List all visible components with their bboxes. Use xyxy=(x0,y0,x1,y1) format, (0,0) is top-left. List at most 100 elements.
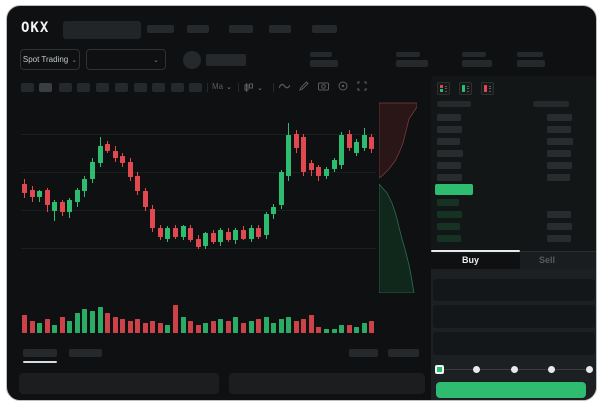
candle xyxy=(324,168,329,176)
slider-stop[interactable] xyxy=(510,366,518,373)
ask-amount xyxy=(547,174,570,181)
candle xyxy=(165,228,170,239)
chevron-down-icon: ⌄ xyxy=(226,83,232,91)
candle xyxy=(316,166,321,176)
draw-icon[interactable] xyxy=(299,81,309,91)
slider-stop[interactable] xyxy=(548,366,555,373)
chevron-down-icon: ⌄ xyxy=(153,57,159,64)
chevron-down-icon: ⌄ xyxy=(71,56,78,64)
gridline xyxy=(21,172,376,173)
ask-price[interactable] xyxy=(437,114,461,121)
volume-bar xyxy=(75,313,80,333)
ask-price[interactable] xyxy=(437,162,461,169)
candlestick-chart[interactable] xyxy=(21,101,376,296)
volume-bar xyxy=(354,327,359,333)
orderbook-header-amount xyxy=(533,101,569,107)
timeframe-button[interactable] xyxy=(21,83,34,92)
bottom-action[interactable] xyxy=(388,349,419,357)
market-type-dropdown[interactable]: Spot Trading ⌄ xyxy=(20,49,80,70)
candle xyxy=(369,137,374,150)
candle xyxy=(188,228,193,241)
camera-icon[interactable] xyxy=(318,81,329,91)
fullscreen-icon[interactable] xyxy=(357,81,367,91)
nav-item-right[interactable] xyxy=(312,25,337,33)
bid-price[interactable] xyxy=(437,199,459,206)
timeframe-button[interactable] xyxy=(134,83,147,92)
bid-amount xyxy=(547,223,572,230)
volume-bar xyxy=(264,317,269,333)
ask-price[interactable] xyxy=(437,138,460,145)
timeframe-button[interactable] xyxy=(59,83,72,92)
timeframe-button[interactable] xyxy=(39,83,52,92)
candle xyxy=(120,156,125,164)
candle-type-dropdown[interactable]: ⌄ xyxy=(244,83,263,92)
price-input[interactable] xyxy=(433,279,595,301)
book-bids-icon[interactable] xyxy=(459,82,472,95)
volume-bar xyxy=(316,327,321,333)
timeframe-button[interactable] xyxy=(115,83,128,92)
volume-bar xyxy=(286,317,291,333)
candle xyxy=(347,133,352,148)
nav-item[interactable] xyxy=(187,25,209,33)
pair-selector-dropdown[interactable]: ⌄ xyxy=(86,49,166,70)
candle xyxy=(82,179,87,192)
nav-item[interactable] xyxy=(147,25,174,33)
candle xyxy=(113,151,118,158)
active-tab-underline xyxy=(23,361,57,363)
buy-button[interactable] xyxy=(436,382,586,398)
volume-bar xyxy=(90,311,95,333)
ask-price[interactable] xyxy=(437,126,462,133)
book-split-icon[interactable] xyxy=(437,82,450,95)
last-price-badge[interactable] xyxy=(435,184,473,195)
volume-bar xyxy=(173,305,178,333)
candle xyxy=(339,135,344,166)
timeframe-button[interactable] xyxy=(96,83,109,92)
bid-price[interactable] xyxy=(437,223,460,230)
total-input[interactable] xyxy=(433,332,595,355)
volume-bar xyxy=(158,323,163,333)
stat-value xyxy=(396,60,428,67)
book-asks-icon[interactable] xyxy=(481,82,494,95)
timeframe-button[interactable] xyxy=(171,83,184,92)
candle xyxy=(233,229,238,241)
volume-bar xyxy=(309,315,314,333)
bid-price[interactable] xyxy=(437,235,461,242)
divider xyxy=(207,83,208,92)
ask-amount xyxy=(547,162,572,169)
bottom-action[interactable] xyxy=(349,349,378,357)
bottom-tab[interactable] xyxy=(23,349,57,357)
candle xyxy=(196,238,201,248)
search-input[interactable] xyxy=(63,21,141,39)
bid-price[interactable] xyxy=(437,211,462,218)
volume-bar xyxy=(52,325,57,333)
amount-input[interactable] xyxy=(433,305,595,328)
candle xyxy=(158,228,163,237)
market-type-label: Spot Trading xyxy=(22,55,69,64)
timeframe-button[interactable] xyxy=(77,83,90,92)
stat-label xyxy=(310,52,332,57)
stat-value xyxy=(462,60,492,67)
gridline xyxy=(21,210,376,211)
tab-buy[interactable]: Buy xyxy=(462,255,480,265)
ma-indicator-dropdown[interactable]: Ma ⌄ xyxy=(212,82,232,91)
candle xyxy=(52,201,57,211)
volume-bar xyxy=(165,325,170,333)
timeframe-button[interactable] xyxy=(189,83,202,92)
candle xyxy=(37,191,42,197)
ask-amount xyxy=(547,150,571,157)
nav-item[interactable] xyxy=(229,25,253,33)
slider-stop[interactable] xyxy=(473,366,480,373)
volume-bar xyxy=(362,323,367,333)
bottom-tab[interactable] xyxy=(69,349,102,357)
candle xyxy=(332,159,337,169)
tab-sell[interactable]: Sell xyxy=(539,255,556,265)
slider-handle[interactable] xyxy=(434,364,444,374)
ask-price[interactable] xyxy=(437,150,463,157)
wave-icon[interactable] xyxy=(279,81,290,91)
ask-price[interactable] xyxy=(437,174,462,181)
slider-stop[interactable] xyxy=(585,366,593,373)
volume-bar xyxy=(301,319,306,333)
settings-icon[interactable] xyxy=(338,81,348,91)
nav-item[interactable] xyxy=(269,25,291,33)
timeframe-button[interactable] xyxy=(152,83,165,92)
